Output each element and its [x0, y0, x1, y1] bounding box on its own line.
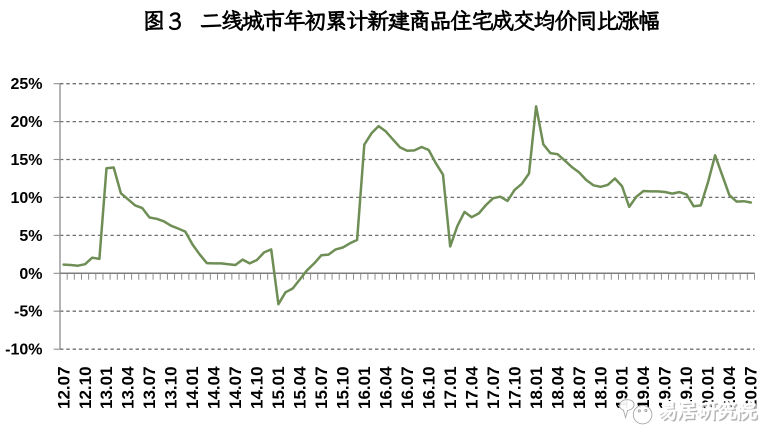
svg-text:14.04: 14.04 [205, 366, 224, 409]
svg-text:25%: 25% [10, 76, 42, 93]
svg-text:19.07: 19.07 [656, 366, 675, 409]
svg-text:20%: 20% [10, 114, 42, 131]
svg-text:15.10: 15.10 [334, 366, 353, 409]
svg-text:17.01: 17.01 [441, 366, 460, 409]
svg-text:16.07: 16.07 [398, 366, 417, 409]
svg-text:10%: 10% [10, 190, 42, 207]
svg-text:17.07: 17.07 [484, 366, 503, 409]
svg-text:15.07: 15.07 [312, 366, 331, 409]
svg-text:19.10: 19.10 [677, 366, 696, 409]
svg-text:18.01: 18.01 [527, 366, 546, 409]
svg-text:20.07: 20.07 [742, 366, 761, 409]
svg-text:13.01: 13.01 [97, 366, 116, 409]
svg-text:16.04: 16.04 [377, 366, 396, 409]
svg-text:16.10: 16.10 [419, 366, 438, 409]
svg-text:13.07: 13.07 [140, 366, 159, 409]
svg-text:12.10: 12.10 [76, 366, 95, 409]
svg-text:5%: 5% [19, 228, 42, 245]
svg-text:18.04: 18.04 [548, 366, 567, 409]
svg-text:14.01: 14.01 [183, 366, 202, 409]
svg-text:18.10: 18.10 [591, 366, 610, 409]
svg-text:20.04: 20.04 [720, 366, 739, 409]
svg-text:13.04: 13.04 [119, 366, 138, 409]
svg-text:0%: 0% [19, 266, 42, 283]
svg-text:15.01: 15.01 [269, 366, 288, 409]
svg-text:-5%: -5% [14, 304, 42, 321]
svg-text:17.10: 17.10 [505, 366, 524, 409]
svg-text:14.10: 14.10 [248, 366, 267, 409]
svg-text:-10%: -10% [5, 342, 42, 359]
svg-text:15.04: 15.04 [291, 366, 310, 409]
svg-text:19.04: 19.04 [634, 366, 653, 409]
svg-text:15%: 15% [10, 152, 42, 169]
svg-text:16.01: 16.01 [355, 366, 374, 409]
svg-text:19.01: 19.01 [613, 366, 632, 409]
svg-text:14.07: 14.07 [226, 366, 245, 409]
svg-text:20.01: 20.01 [699, 366, 718, 409]
svg-text:13.10: 13.10 [162, 366, 181, 409]
svg-text:12.07: 12.07 [54, 366, 73, 409]
svg-text:17.04: 17.04 [462, 366, 481, 409]
svg-text:18.07: 18.07 [570, 366, 589, 409]
